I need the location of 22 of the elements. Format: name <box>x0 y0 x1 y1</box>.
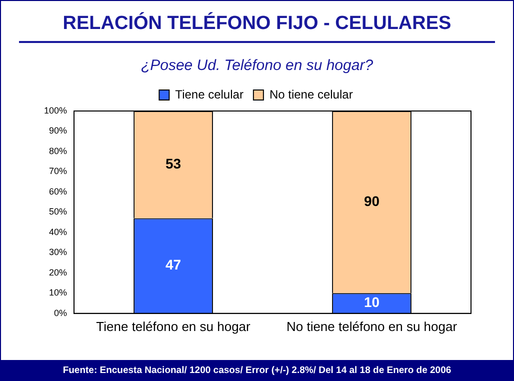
data-label: 10 <box>364 294 380 310</box>
x-tick-label: Tiene teléfono en su hogar <box>96 318 252 334</box>
y-tick-label: 0% <box>54 308 68 318</box>
data-label: 53 <box>165 155 182 172</box>
y-tick-label: 80% <box>49 146 68 156</box>
y-tick-label: 20% <box>49 267 68 278</box>
y-tick-label: 70% <box>49 166 68 176</box>
legend-label: Tiene celular <box>175 87 244 102</box>
data-label: 90 <box>364 192 380 209</box>
y-tick-label: 40% <box>49 226 68 237</box>
y-tick-label: 30% <box>49 247 68 258</box>
y-tick-label: 100% <box>44 105 68 116</box>
y-tick-label: 90% <box>49 126 68 136</box>
y-tick-label: 10% <box>49 288 68 298</box>
chart-title: RELACIÓN TELÉFONO FIJO - CELULARES <box>62 11 452 36</box>
x-tick-label: No tiene teléfono en su hogar <box>286 318 458 334</box>
chart-subtitle: ¿Posee Ud. Teléfono en su hogar? <box>140 57 374 75</box>
legend-label: No tiene celular <box>269 87 353 102</box>
data-label: 47 <box>165 256 182 273</box>
y-tick-label: 50% <box>49 206 68 217</box>
source-note: Fuente: Encuesta Nacional/ 1200 casos/ Error (+/-) 2.8%/ Del 14 al 18 de Enero de 2006 <box>62 364 452 376</box>
y-tick-label: 60% <box>49 186 68 196</box>
